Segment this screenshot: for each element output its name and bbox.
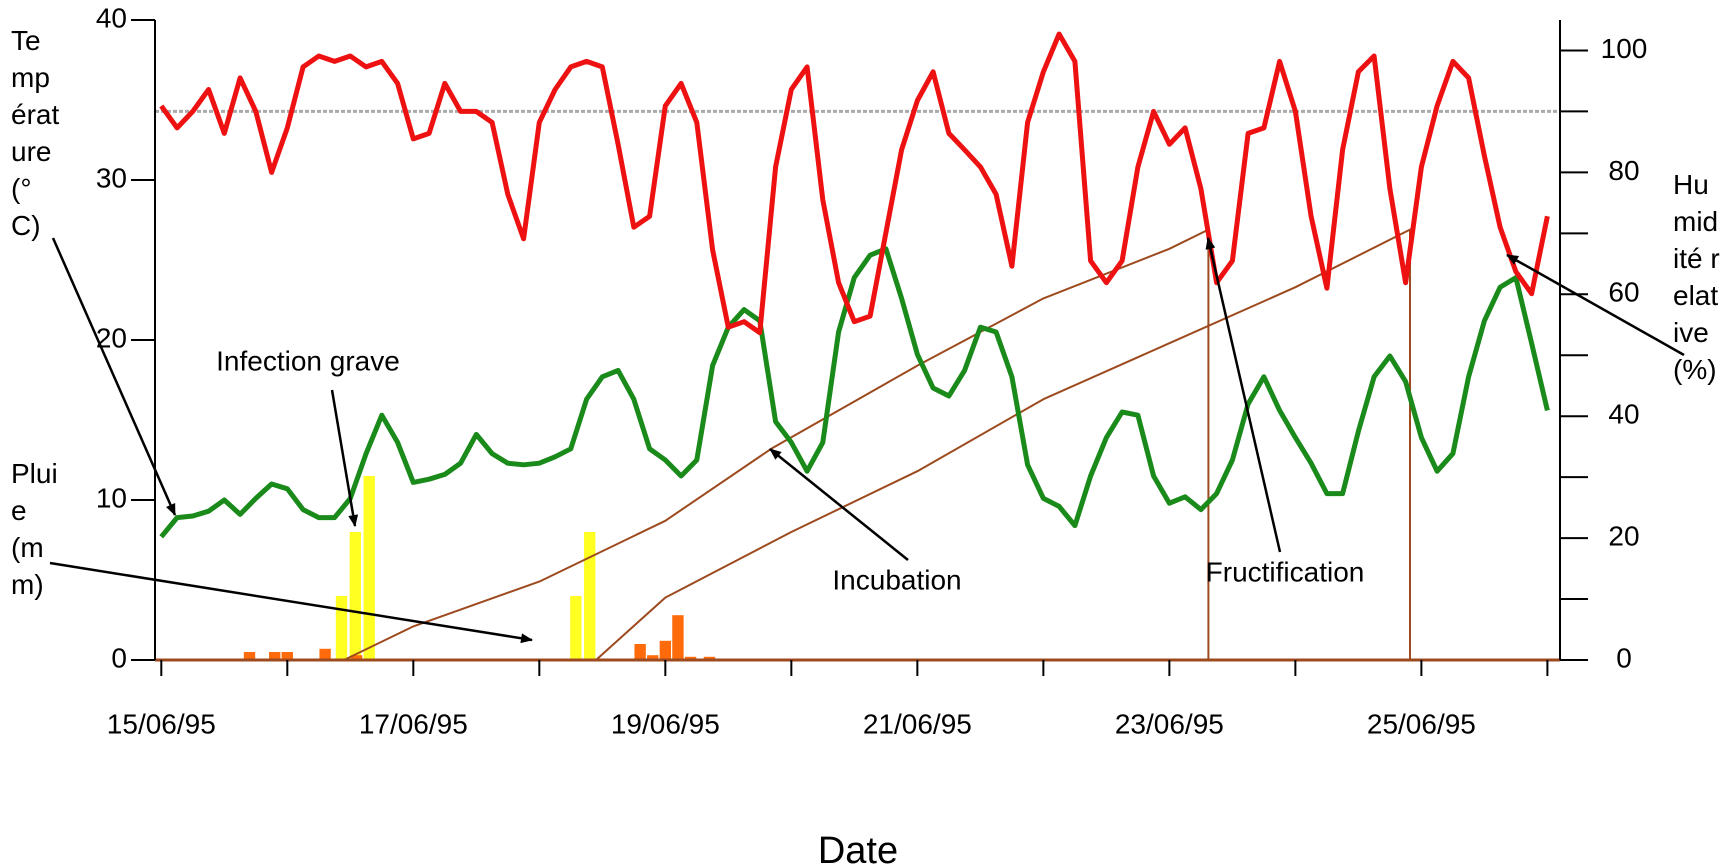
- bar: [350, 655, 363, 660]
- arrow: [769, 448, 909, 561]
- bar: [349, 532, 362, 660]
- bar: [363, 476, 375, 660]
- y-tick-label: 10: [96, 482, 127, 513]
- y-tick-label: 40: [96, 2, 127, 33]
- x-tick-label: 21/06/95: [863, 708, 972, 739]
- x-axis-label: Date: [818, 830, 898, 866]
- line-series: [159, 31, 1550, 336]
- annotation: Fructification: [1206, 556, 1365, 587]
- line-series: [595, 228, 1411, 661]
- y-tick-label: 0: [111, 642, 127, 673]
- arrow: [1205, 237, 1282, 553]
- arrow: [51, 237, 177, 516]
- y2-axis-label: Humidité relative (%): [1673, 169, 1720, 385]
- bar: [570, 596, 582, 660]
- x-tick-label: 19/06/95: [611, 708, 720, 739]
- annotation: Incubation: [832, 564, 961, 595]
- arrow: [49, 561, 533, 644]
- arrow: [1506, 253, 1685, 357]
- x-tick-label: 17/06/95: [359, 708, 468, 739]
- y2-tick-label: 80: [1608, 155, 1639, 186]
- bar: [672, 615, 684, 660]
- x-tick-label: 25/06/95: [1367, 708, 1476, 739]
- annotation: Infection grave: [216, 345, 400, 376]
- y2-tick-label: 60: [1608, 277, 1639, 308]
- y2-tick-label: 20: [1608, 520, 1639, 551]
- y-axis-label: Température (°C): [11, 25, 60, 241]
- line-series: [159, 246, 1550, 539]
- bar: [281, 652, 293, 660]
- bar: [335, 596, 348, 660]
- bar: [647, 655, 659, 660]
- bar: [319, 648, 331, 660]
- bar: [703, 656, 716, 660]
- bar: [243, 652, 256, 660]
- bar: [684, 656, 697, 660]
- x-tick-label: 15/06/95: [107, 708, 216, 739]
- y2-tick-label: 40: [1608, 399, 1639, 430]
- bar: [659, 640, 672, 660]
- y2-tick-label: 0: [1616, 642, 1632, 673]
- y-tick-label: 20: [96, 322, 127, 353]
- y-tick-label: 30: [96, 162, 127, 193]
- x-tick-label: 23/06/95: [1115, 708, 1224, 739]
- y2-tick-label: 100: [1601, 33, 1648, 64]
- line-series: [343, 228, 1210, 661]
- bar: [634, 644, 646, 660]
- arrow: [330, 389, 359, 527]
- rain-label: Pluie (mm): [11, 458, 58, 600]
- bar: [269, 652, 281, 660]
- bar: [584, 532, 596, 660]
